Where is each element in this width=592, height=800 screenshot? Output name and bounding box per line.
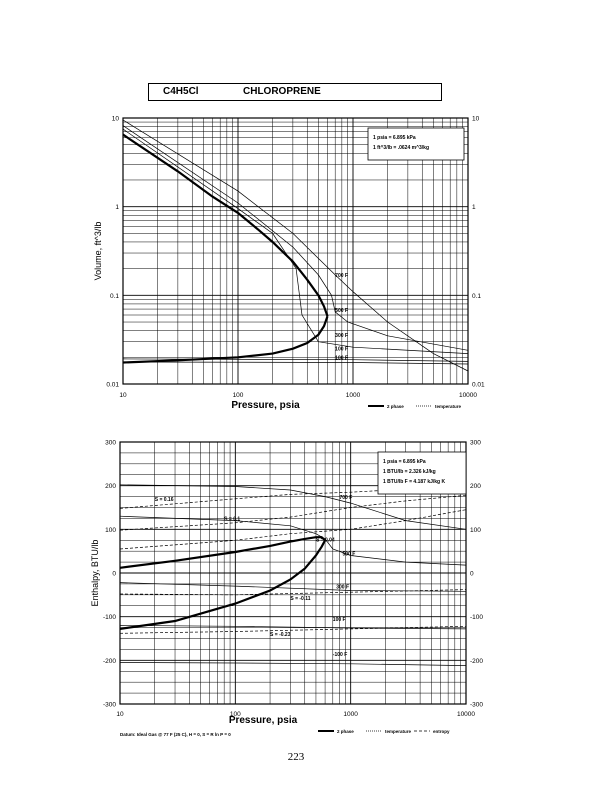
volume-y-axis-label: Volume, ft^3/lb [93,222,103,281]
enthalpy-y-tick-label-right: -200 [470,658,483,665]
compound-header: C4H5Cl CHLOROPRENE [148,83,442,101]
volume-note-box [367,127,465,161]
volume-isotherm-label: 300 F [335,333,348,339]
enthalpy-frame [119,441,467,705]
enthalpy-isentrope [119,494,467,531]
enthalpy-chart: 700 F 500 F 300 F 100 F -100 F S = 0.16 S = 0.… [90,440,483,738]
enthalpy-isotherm [119,582,467,592]
volume-isotherm-label: 100 F [335,355,348,361]
enthalpy-y-tick-label-right: 0 [470,571,474,578]
enthalpy-x-tick-label: 10000 [457,711,475,718]
enthalpy-y-tick-label-right: 300 [470,440,481,447]
enthalpy-footnote: Datum: Ideal Gas @ 77 F (25 C), H = 0, S… [120,732,231,737]
enthalpy-x-tick-label: 10 [116,711,124,718]
enthalpy-note-box [377,451,467,495]
volume-isotherm [122,125,469,351]
enthalpy-y-tick-label: 100 [105,527,116,534]
enthalpy-saturated-liquid [119,539,327,630]
volume-frame [122,117,469,385]
enthalpy-note: 1 BTU/lb = 2.326 kJ/kg [383,469,436,475]
enthalpy-isotherm [119,484,467,530]
enthalpy-legend-label: entropy [433,729,450,734]
volume-isotherm [122,128,469,354]
enthalpy-legend: 2 phase temperature entropy [318,729,450,734]
enthalpy-isentrope [119,589,467,596]
volume-chart: 700 F 500 F 300 F 100 F 100 F 10 100 1000 10000 1… [93,116,485,412]
volume-isotherm [122,361,469,365]
enthalpy-isotherm [119,625,467,630]
enthalpy-saturated-vapor [119,536,326,569]
volume-isotherm-label: 700 F [335,273,348,279]
enthalpy-isentrope-label: S = 0.16 [155,497,174,503]
enthalpy-isotherm-label: 300 F [336,584,349,590]
enthalpy-y-axis-label: Enthalpy, BTU/lb [90,540,100,607]
volume-saturated-liquid [122,315,329,364]
enthalpy-x-tick-label: 1000 [343,711,358,718]
volume-x-tick-label: 10 [119,392,127,399]
enthalpy-isotherm [119,662,467,666]
volume-legend-label: temperature [435,404,462,409]
enthalpy-isotherm-label: 700 F [339,495,352,501]
enthalpy-isentrope-label: S = 0.1 [224,517,240,523]
compound-formula: C4H5Cl [163,86,199,97]
enthalpy-legend-label: 2 phase [337,729,354,734]
volume-y-tick-label-right: 0.1 [472,293,481,300]
page-number: 223 [287,751,305,763]
volume-y-tick-label-right: 1 [472,204,476,211]
enthalpy-legend-label: temperature [385,729,412,734]
enthalpy-y-tick-label: 0 [112,571,116,578]
volume-y-tick-label: 10 [112,116,120,123]
enthalpy-y-tick-label: -300 [103,702,116,709]
enthalpy-isentrope-label: S = 0.04 [316,538,335,544]
volume-isotherm-label: 100 F [335,346,348,352]
enthalpy-note: 1 BTU/lb F = 4.187 kJ/kg K [383,479,445,485]
volume-legend: 2 phase temperature [368,404,462,409]
enthalpy-isentrope [119,509,467,550]
volume-x-tick-label: 10000 [459,392,477,399]
enthalpy-y-tick-label: 300 [105,440,116,447]
volume-x-axis-label: Pressure, psia [231,400,300,411]
enthalpy-isentrope [119,625,467,634]
enthalpy-note: 1 psia = 6.895 kPa [383,459,426,465]
enthalpy-isentrope-label: S = -0.23 [270,632,291,638]
compound-name: CHLOROPRENE [243,86,321,97]
volume-y-tick-label: 1 [115,204,119,211]
enthalpy-isentrope-label: S = -0.11 [290,596,310,602]
volume-y-tick-label: 0.01 [106,382,119,389]
enthalpy-y-tick-label-right: -300 [470,702,483,709]
volume-note: 1 ft^3/lb = .0624 m^3/kg [373,145,429,151]
enthalpy-y-tick-label-right: -100 [470,614,483,621]
enthalpy-isotherm-label: 500 F [343,552,356,558]
volume-y-tick-label-right: 10 [472,116,480,123]
enthalpy-y-tick-label: -100 [103,614,116,621]
enthalpy-isotherm-label: -100 F [333,652,347,658]
enthalpy-y-tick-label-right: 200 [470,483,481,490]
volume-x-tick-label: 100 [233,392,244,399]
volume-x-tick-label: 1000 [346,392,361,399]
volume-y-tick-label-right: 0.01 [472,382,485,389]
enthalpy-y-tick-label: -200 [103,658,116,665]
volume-saturated-vapor [122,133,329,317]
volume-isotherm-label: 500 F [335,308,348,314]
volume-legend-label: 2 phase [387,404,404,409]
enthalpy-x-tick-label: 100 [230,711,241,718]
enthalpy-y-tick-label: 200 [105,483,116,490]
enthalpy-y-tick-label-right: 100 [470,527,481,534]
enthalpy-x-axis-label: Pressure, psia [229,715,298,726]
volume-isotherm [122,119,469,372]
volume-note: 1 psia = 6.895 kPa [373,135,416,141]
enthalpy-isotherm-label: 100 F [333,617,346,623]
volume-y-tick-label: 0.1 [110,293,119,300]
